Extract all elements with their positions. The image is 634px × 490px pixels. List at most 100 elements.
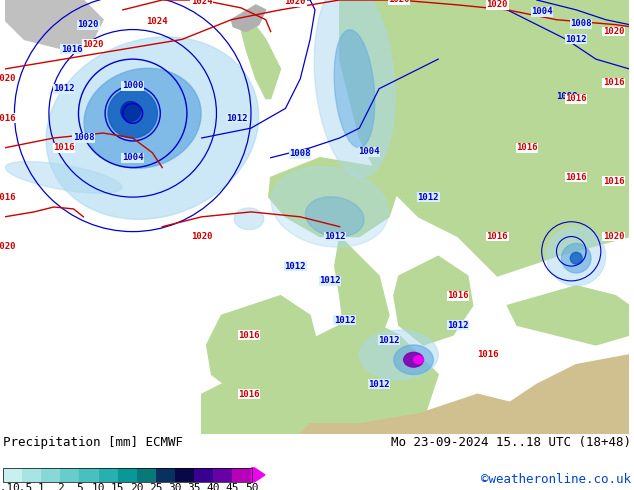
Text: 1012: 1012 [226,114,248,123]
Polygon shape [507,286,630,345]
Polygon shape [207,295,320,404]
Bar [213,468,233,482]
Text: 1012: 1012 [418,193,439,201]
Text: 10: 10 [92,483,105,490]
Text: 1012: 1012 [324,232,346,241]
Text: 1020: 1020 [0,242,15,251]
Text: 25: 25 [149,483,163,490]
Text: 1000: 1000 [122,81,143,90]
Text: 1020: 1020 [603,232,624,241]
Text: 1016: 1016 [477,350,498,359]
Text: 5: 5 [76,483,83,490]
Ellipse shape [314,0,394,177]
Bar [175,468,194,482]
Text: 1020: 1020 [191,232,212,241]
Text: 30: 30 [168,483,182,490]
Text: 1012: 1012 [285,262,306,270]
Polygon shape [269,158,399,237]
Text: 1016: 1016 [447,291,469,300]
Text: 1012: 1012 [319,276,340,285]
Text: 1016: 1016 [566,94,587,103]
Text: 1020: 1020 [388,0,410,4]
Text: 15: 15 [111,483,124,490]
Text: 1004: 1004 [531,7,552,16]
Text: 1008: 1008 [290,149,311,158]
Text: 1024: 1024 [191,0,212,6]
Ellipse shape [571,252,582,264]
Ellipse shape [121,101,141,121]
Polygon shape [340,0,630,276]
Text: 1012: 1012 [566,35,587,44]
Bar [79,468,99,482]
Text: Mo 23-09-2024 15..18 UTC (18+48): Mo 23-09-2024 15..18 UTC (18+48) [391,436,631,449]
Text: 0.1: 0.1 [0,483,13,490]
Ellipse shape [404,352,424,367]
Bar [118,468,137,482]
Bar [156,468,175,482]
Bar [137,468,156,482]
Text: 1012: 1012 [53,84,74,93]
Bar [233,468,252,482]
Polygon shape [4,0,103,49]
Text: 1016: 1016 [603,177,624,186]
Bar [60,468,79,482]
Text: 1020: 1020 [82,40,104,49]
Text: 1004: 1004 [122,153,143,162]
Text: 1020: 1020 [77,20,99,29]
FancyArrow shape [252,468,265,482]
Bar [3,468,22,482]
Ellipse shape [413,356,424,364]
Text: 20: 20 [130,483,143,490]
Text: 1012: 1012 [378,336,399,344]
Ellipse shape [108,89,157,138]
Ellipse shape [306,197,364,237]
Text: 45: 45 [226,483,239,490]
Ellipse shape [394,345,433,374]
Text: 1008: 1008 [571,19,592,28]
Text: 1020: 1020 [603,27,624,36]
Text: 1024: 1024 [146,17,168,26]
Polygon shape [497,355,630,434]
Bar [194,468,213,482]
Text: 1016: 1016 [61,45,82,54]
Polygon shape [394,256,473,345]
Text: 1020: 1020 [285,0,306,6]
Ellipse shape [547,227,605,286]
Ellipse shape [84,68,201,168]
Polygon shape [231,5,266,31]
Text: 1016: 1016 [238,390,260,399]
Text: 1012: 1012 [368,380,390,389]
Text: 40: 40 [207,483,220,490]
Polygon shape [301,394,517,434]
Text: 1012: 1012 [447,321,469,330]
Text: 1012: 1012 [334,316,355,325]
Ellipse shape [234,208,264,230]
Ellipse shape [271,167,389,247]
Polygon shape [335,237,389,365]
Text: 1016: 1016 [566,173,587,182]
Text: 1016: 1016 [0,114,15,123]
Ellipse shape [359,330,438,379]
Bar [22,468,41,482]
Text: 1016: 1016 [516,144,538,152]
Polygon shape [202,316,438,434]
Bar [99,468,118,482]
Text: Precipitation [mm] ECMWF: Precipitation [mm] ECMWF [3,436,183,449]
Bar [3,468,252,482]
Ellipse shape [562,244,591,273]
Text: 1020: 1020 [487,0,508,9]
Ellipse shape [334,30,375,147]
Text: 1016: 1016 [53,144,74,152]
Text: 1016: 1016 [0,193,15,201]
Text: 35: 35 [188,483,201,490]
Text: 1016: 1016 [603,78,624,87]
Text: 1020: 1020 [0,74,15,83]
Text: 1004: 1004 [358,147,380,156]
Text: 1016: 1016 [487,232,508,241]
Polygon shape [345,0,418,128]
Text: 1: 1 [38,483,44,490]
Text: 0.5: 0.5 [12,483,32,490]
Ellipse shape [46,37,259,220]
Text: ©weatheronline.co.uk: ©weatheronline.co.uk [481,473,631,486]
Text: 50: 50 [245,483,258,490]
